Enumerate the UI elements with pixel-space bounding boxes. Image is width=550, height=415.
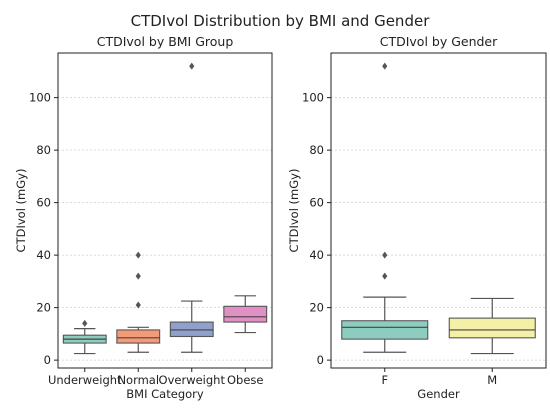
y-tick-label: 60	[36, 196, 51, 210]
iqr-box	[223, 305, 268, 323]
outlier-point	[135, 301, 141, 309]
iqr-box	[116, 329, 161, 344]
y-axis-label: CTDIvol (mGy)	[14, 169, 28, 253]
x-axis-label: Gender	[417, 387, 460, 401]
x-tick-label: Overweight	[159, 373, 226, 387]
panel-gender: 0 20 40 60 80 100 F M CTDIvol by Gender Gender CTD…	[287, 34, 547, 401]
box-overweight	[169, 62, 214, 353]
box-obese	[223, 295, 268, 334]
x-axis-label: BMI Category	[126, 387, 204, 401]
x-tick-label: Underweight	[48, 373, 122, 387]
panel-title: CTDIvol by BMI Group	[97, 34, 234, 49]
y-tick-label: 40	[309, 248, 324, 262]
plot-frame	[330, 52, 547, 369]
iqr-box	[169, 321, 214, 338]
box-f	[341, 62, 429, 353]
x-tick-label: Normal	[117, 373, 159, 387]
outlier-point	[82, 319, 88, 327]
plot-frame	[57, 52, 273, 369]
outlier-point	[382, 62, 388, 70]
iqr-box	[341, 320, 429, 340]
y-tick-label: 40	[36, 248, 51, 262]
figure-title: CTDIvol Distribution by BMI and Gender	[131, 12, 431, 30]
box-m	[448, 297, 536, 355]
y-tick-label: 100	[302, 91, 324, 105]
panel-title: CTDIvol by Gender	[380, 34, 498, 49]
y-axis-label: CTDIvol (mGy)	[287, 169, 301, 253]
box-underweight	[62, 319, 107, 355]
outlier-point	[135, 272, 141, 280]
y-tick-label: 80	[309, 143, 324, 157]
outlier-point	[189, 62, 195, 70]
outlier-point	[382, 272, 388, 280]
outlier-point	[135, 251, 141, 259]
y-tick-label: 20	[309, 301, 324, 315]
outlier-point	[382, 251, 388, 259]
y-tick-label: 60	[309, 196, 324, 210]
x-tick-label: M	[487, 373, 497, 387]
x-tick-label: Obese	[227, 373, 264, 387]
y-tick-label: 0	[44, 353, 51, 367]
y-tick-label: 0	[317, 353, 324, 367]
box-normal	[116, 251, 161, 353]
y-tick-label: 80	[36, 143, 51, 157]
iqr-box	[448, 317, 536, 339]
y-tick-label: 100	[29, 91, 51, 105]
y-tick-label: 20	[36, 301, 51, 315]
x-tick-label: F	[381, 373, 388, 387]
